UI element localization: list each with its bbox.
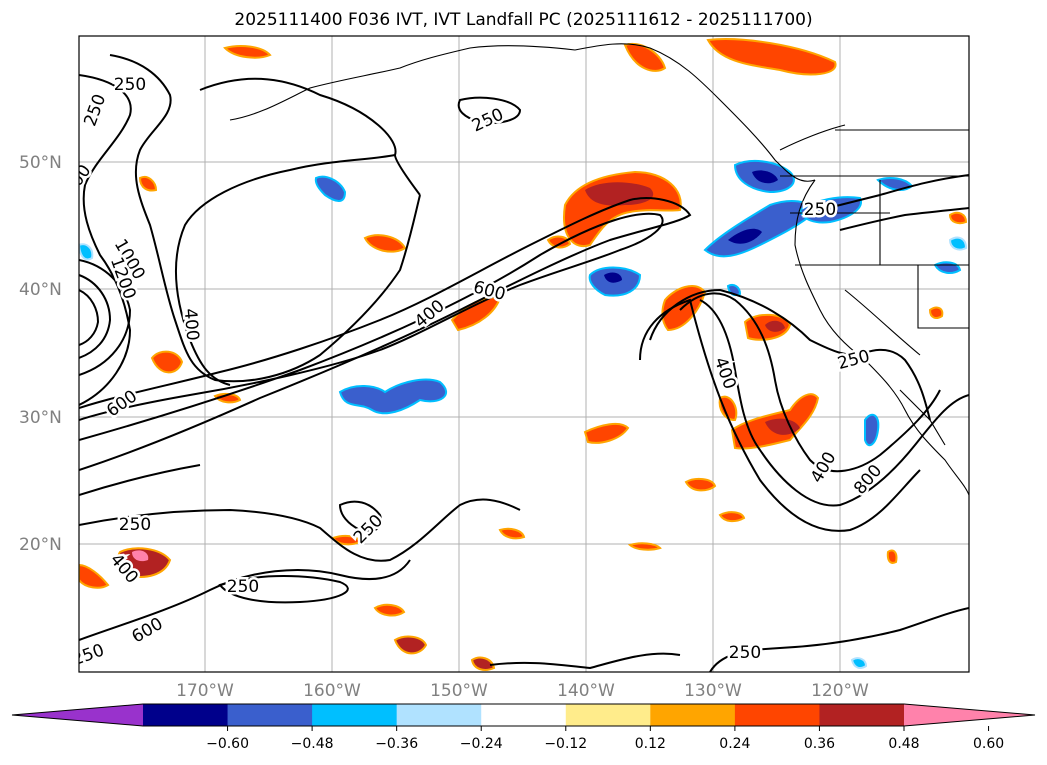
ivt-contours [79, 54, 969, 672]
colorbar-segment [650, 704, 736, 726]
colorbar-outline [11, 703, 1036, 727]
map-area: 250 250 250 250 250 250 250 250 250 250 … [60, 36, 969, 672]
colorbar-segment [396, 704, 482, 726]
contour-label: 400 [807, 448, 841, 486]
contour-label: 250 [804, 200, 836, 220]
contour-label: 250 [114, 75, 146, 95]
contour-label: 250 [469, 105, 507, 137]
colorbar-tick-label: 0.60 [973, 736, 1004, 752]
contour-label: 250 [729, 643, 761, 663]
contour-label: 250 [70, 640, 107, 670]
lon-tick-label: 170°W [176, 681, 234, 701]
colorbar-tick-label: 0.12 [635, 736, 666, 752]
colorbar-tick-label: −0.60 [206, 736, 249, 752]
lat-tick-label: 40°N [19, 280, 62, 300]
lat-axis-labels: 50°N 40°N 30°N 20°N [19, 153, 62, 555]
colorbar-extend-high [904, 704, 1035, 726]
coastlines [229, 43, 969, 496]
colorbar-tick-label: −0.12 [544, 736, 587, 752]
colorbar-extend-low [12, 704, 143, 726]
contour-label: 250 [80, 92, 110, 129]
contour-label: 250 [227, 577, 259, 597]
negative-pc-shading [79, 159, 968, 669]
colorbar-tick-label: 0.48 [888, 736, 919, 752]
contour-label: 400 [710, 355, 740, 392]
lon-tick-label: 120°W [811, 681, 869, 701]
colorbar: −0.60 −0.48 −0.36 −0.24 −0.12 0.12 0.24 0.36 0.4… [11, 703, 1036, 752]
colorbar-segment [227, 704, 313, 726]
lon-tick-label: 140°W [557, 681, 615, 701]
contour-label: 600 [60, 161, 95, 199]
lon-tick-label: 130°W [684, 681, 742, 701]
colorbar-segment [312, 704, 398, 726]
map-title: 2025111400 F036 IVT, IVT Landfall PC (20… [234, 10, 813, 30]
colorbar-segment [819, 704, 905, 726]
gridlines [79, 36, 969, 672]
lon-tick-label: 150°W [430, 681, 488, 701]
contour-label: 400 [411, 296, 449, 332]
lat-tick-label: 20°N [19, 535, 62, 555]
contour-label: 600 [128, 614, 166, 648]
colorbar-segment [143, 704, 229, 726]
colorbar-tick-label: −0.24 [460, 736, 503, 752]
lat-tick-label: 30°N [19, 408, 62, 428]
contour-label: 800 [850, 461, 886, 499]
lon-tick-label: 160°W [303, 681, 361, 701]
colorbar-segment [565, 704, 651, 726]
colorbar-tick-label: 0.24 [719, 736, 750, 752]
colorbar-tick-label: 0.36 [804, 736, 835, 752]
colorbar-tick-label: −0.36 [375, 736, 418, 752]
positive-pc-shading [79, 38, 968, 671]
contour-label: 400 [180, 308, 203, 342]
lon-axis-labels: 170°W 160°W 150°W 140°W 130°W 120°W [176, 681, 869, 701]
colorbar-segment [481, 704, 567, 726]
colorbar-segment [734, 704, 820, 726]
map-frame [78, 35, 970, 673]
lat-tick-label: 50°N [19, 153, 62, 173]
contour-label: 250 [119, 515, 151, 535]
colorbar-tick-label: −0.48 [291, 736, 334, 752]
contour-label: 250 [835, 346, 872, 374]
